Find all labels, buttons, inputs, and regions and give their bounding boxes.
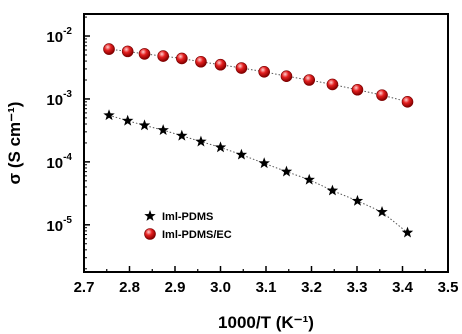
data-point-star: [214, 141, 227, 153]
data-point-star: [157, 124, 169, 135]
data-point-star: [258, 157, 270, 169]
data-point-circle: [303, 74, 316, 86]
data-point-circle: [157, 50, 169, 62]
data-point-circle: [351, 83, 364, 96]
legend: Iml-PDMS Iml-PDMS/EC: [144, 210, 232, 241]
x-tick-label: 2.7: [74, 279, 95, 296]
data-point-circle: [176, 52, 188, 65]
x-tick-label: 3.1: [256, 279, 277, 296]
data-point-circle: [214, 58, 227, 71]
data-point-circle: [326, 78, 339, 91]
x-tick-label: 3.2: [301, 279, 322, 296]
data-point-star: [351, 194, 364, 206]
data-point-star: [303, 173, 315, 185]
data-point-star: [280, 165, 293, 177]
series-iml-pdms-ec: [103, 43, 414, 108]
data-point-star: [401, 226, 414, 238]
x-tick-label: 3.4: [392, 279, 414, 296]
data-point-star: [176, 129, 188, 141]
data-point-star: [103, 109, 115, 121]
data-point-circle: [138, 48, 151, 60]
x-tick-label: 3.0: [210, 279, 231, 296]
legend-circle-marker: [144, 228, 156, 240]
data-point-star: [195, 135, 207, 147]
legend-label: Iml-PDMS: [162, 211, 213, 223]
plot-frame: [83, 13, 449, 273]
series-iml-pdms: [103, 109, 414, 238]
legend-label: Iml-PDMS/EC: [162, 229, 232, 241]
data-point-circle: [235, 62, 248, 74]
y-tick-label: 10-4: [46, 152, 72, 172]
x-axis-title: 1000/T (K⁻¹): [218, 313, 314, 332]
data-point-star: [326, 184, 339, 196]
data-point-circle: [103, 43, 115, 55]
x-tick-label: 2.8: [119, 279, 140, 296]
data-point-star: [121, 114, 134, 126]
series-line: [108, 48, 408, 103]
x-tick-label: 3.5: [438, 279, 459, 296]
data-point-star: [376, 205, 388, 217]
y-tick-label: 10-5: [46, 215, 72, 235]
data-point-circle: [401, 96, 414, 108]
data-point-circle: [376, 89, 388, 101]
data-point-circle: [258, 66, 270, 78]
x-tick-label: 2.9: [165, 279, 186, 296]
data-point-star: [235, 148, 248, 160]
y-tick-label: 10-2: [46, 26, 72, 46]
data-point-circle: [195, 55, 207, 68]
y-axis: 10-5 10-4 10-3 10-2: [46, 16, 90, 270]
y-axis-title: σ (S cm⁻¹): [5, 102, 24, 185]
x-axis: 2.7 2.8 2.9 3.0 3.1 3.2 3.3 3.4 3.5: [74, 266, 459, 296]
y-tick-label: 10-3: [46, 89, 72, 109]
data-point-circle: [280, 70, 293, 82]
series-layer: [103, 43, 414, 238]
series-line: [108, 114, 408, 234]
legend-star-marker: [144, 210, 156, 221]
x-tick-label: 3.3: [347, 279, 368, 296]
data-point-circle: [121, 45, 134, 58]
data-point-star: [138, 119, 151, 131]
